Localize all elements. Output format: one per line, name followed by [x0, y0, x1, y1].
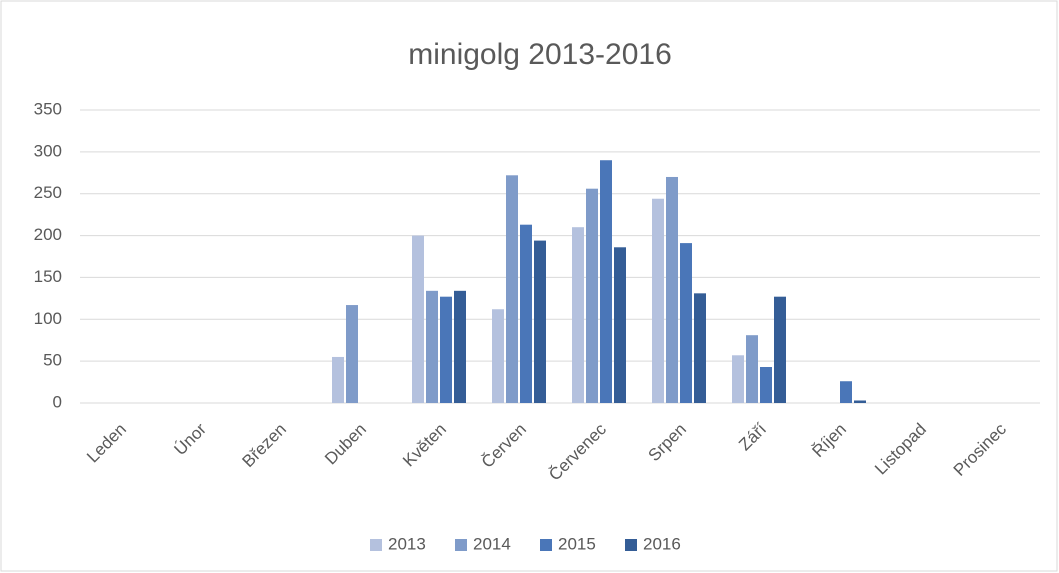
- bar: [492, 309, 504, 403]
- bar: [652, 198, 664, 403]
- bar: [600, 160, 612, 403]
- legend-label: 2016: [643, 534, 681, 553]
- bar: [440, 296, 452, 403]
- legend-label: 2014: [473, 534, 511, 553]
- bar: [840, 381, 852, 403]
- y-tick-label: 50: [43, 351, 62, 370]
- bar: [454, 290, 466, 403]
- legend-swatch: [455, 539, 467, 551]
- y-tick-label: 100: [34, 309, 62, 328]
- legend-swatch: [540, 539, 552, 551]
- bar: [666, 176, 678, 403]
- bar: [732, 355, 744, 403]
- bar: [534, 240, 546, 403]
- bar: [694, 293, 706, 403]
- bar: [760, 367, 772, 403]
- bar: [346, 305, 358, 403]
- bar: [412, 235, 424, 403]
- y-tick-label: 350: [34, 99, 62, 118]
- bar: [426, 290, 438, 403]
- bar: [680, 243, 692, 403]
- y-tick-label: 150: [34, 267, 62, 286]
- bar: [746, 335, 758, 403]
- bar: [332, 356, 344, 403]
- bar: [506, 175, 518, 403]
- bar: [774, 296, 786, 403]
- y-tick-label: 0: [53, 392, 62, 411]
- legend-label: 2015: [558, 534, 596, 553]
- bar: [586, 188, 598, 403]
- y-tick-label: 300: [34, 141, 62, 160]
- legend-swatch: [370, 539, 382, 551]
- legend-label: 2013: [388, 534, 426, 553]
- bar: [854, 400, 866, 403]
- legend-swatch: [625, 539, 637, 551]
- y-tick-label: 200: [34, 225, 62, 244]
- bar: [614, 247, 626, 403]
- bar: [520, 224, 532, 403]
- bar: [572, 227, 584, 403]
- y-tick-label: 250: [34, 183, 62, 202]
- chart-title: minigolg 2013-2016: [408, 38, 672, 71]
